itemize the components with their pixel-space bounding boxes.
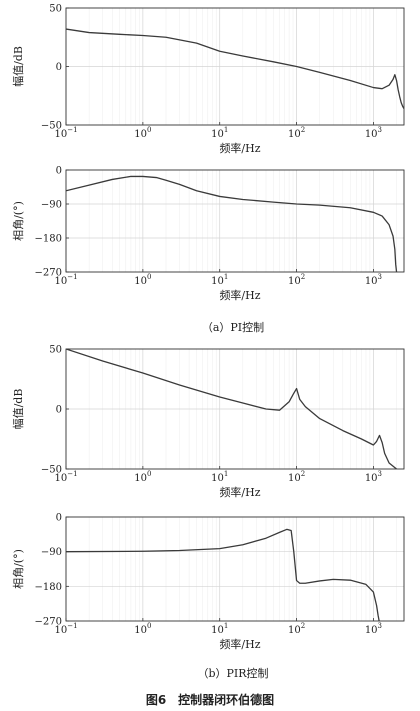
x-axis-label: 频率/Hz	[219, 141, 260, 155]
response-curve	[66, 28, 404, 109]
x-tick-label: 10−1	[54, 126, 77, 140]
y-tick-label: −270	[35, 617, 62, 628]
x-tick-label: 10−1	[54, 470, 77, 484]
x-tick-label: 101	[211, 126, 228, 140]
x-tick-label: 100	[134, 273, 151, 287]
plot-frame	[65, 169, 405, 273]
y-tick-label: −180	[35, 582, 62, 593]
plot-frame	[65, 7, 405, 126]
y-tick-label: −270	[35, 268, 62, 279]
x-tick-label: 10−1	[54, 622, 77, 636]
x-tick-label: 100	[134, 470, 151, 484]
y-tick-label: 50	[49, 345, 62, 356]
y-axis-label: 相角/(°)	[12, 201, 25, 241]
y-axis-label: 相角/(°)	[12, 549, 25, 589]
bode-panel-1: 10−1 100 101 102 103 50 0 −50 频率/Hz 幅值/dB	[12, 4, 405, 155]
bode-panel-3: 10−1 100 101 102 103 50 0 −50 频率/Hz 幅值/dB	[12, 345, 405, 499]
y-tick-label: −50	[41, 465, 62, 476]
y-tick-label: −50	[41, 121, 62, 132]
x-tick-label: 103	[365, 622, 382, 636]
response-curve	[66, 528, 380, 621]
x-tick-label: 101	[211, 470, 228, 484]
x-tick-label: 100	[134, 622, 151, 636]
response-curve	[66, 349, 398, 469]
x-axis-label: 频率/Hz	[219, 637, 260, 651]
x-tick-label: 102	[288, 126, 305, 140]
bode-panel-4: 10−1 100 101 102 103 0 −90 −180 −270 频率/Hz 相角/(°)	[12, 513, 405, 651]
y-tick-label: −90	[41, 200, 62, 211]
x-tick-label: 103	[365, 273, 382, 287]
y-tick-label: 0	[56, 405, 62, 416]
x-tick-label: 101	[211, 273, 228, 287]
x-axis-label: 频率/Hz	[219, 485, 260, 499]
x-tick-label: 103	[365, 126, 382, 140]
y-tick-label: −180	[35, 234, 62, 245]
caption-pi: （a）PI控制	[202, 320, 264, 334]
y-tick-label: 0	[56, 62, 62, 73]
x-tick-label: 102	[288, 470, 305, 484]
x-tick-label: 101	[211, 622, 228, 636]
x-tick-label: 102	[288, 622, 305, 636]
bode-panel-2: 10−1 100 101 102 103 0 −90 −180 −270 频率/Hz 相角/(°)	[12, 166, 405, 302]
figure-caption: 图6 控制器闭环伯德图	[146, 692, 274, 707]
response-curve	[66, 175, 398, 272]
x-tick-label: 102	[288, 273, 305, 287]
y-tick-label: −90	[41, 547, 62, 558]
minor-grid	[88, 170, 397, 272]
x-tick-label: 103	[365, 470, 382, 484]
plot-frame	[65, 348, 405, 470]
minor-grid	[88, 517, 397, 621]
y-tick-label: 0	[56, 513, 62, 524]
y-axis-label: 幅值/dB	[12, 46, 25, 87]
y-tick-label: 50	[49, 4, 62, 15]
x-tick-label: 100	[134, 126, 151, 140]
x-tick-label: 10−1	[54, 273, 77, 287]
x-axis-label: 频率/Hz	[219, 288, 260, 302]
y-axis-label: 幅值/dB	[12, 389, 25, 430]
plot-frame	[65, 516, 405, 622]
caption-pir: （b）PIR控制	[197, 666, 268, 680]
y-tick-label: 0	[56, 166, 62, 177]
